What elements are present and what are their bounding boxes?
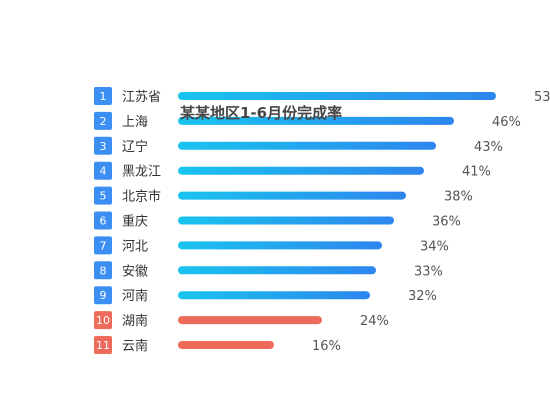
value-label: 32% <box>408 289 437 304</box>
rank-label: 9 <box>100 289 107 302</box>
rank-badge <box>94 136 112 155</box>
chart-row: 2 上海 46% <box>94 111 521 130</box>
bar <box>178 116 454 125</box>
rank-badge <box>94 87 112 105</box>
chart-row: 4 黑龙江 41% <box>94 161 491 180</box>
chart-rows: 1 江苏省 53% 2 上海 46% 3 辽宁 43% 4 黑龙江 41% 5 北京市 38% 6 重庆 36% 7… <box>94 87 550 354</box>
rank-badge <box>94 186 112 205</box>
chart-row: 3 辽宁 43% <box>94 136 503 155</box>
rank-label: 3 <box>100 140 107 153</box>
bar <box>178 266 376 275</box>
category-label: 云南 <box>122 338 148 354</box>
rank-label: 4 <box>100 165 107 178</box>
chart-title: 某某地区1-6月份完成率 <box>180 104 342 122</box>
rank-label: 6 <box>100 215 107 228</box>
category-label: 江苏省 <box>122 89 161 105</box>
bar <box>178 291 370 300</box>
category-label: 上海 <box>122 115 148 130</box>
rank-badge <box>94 161 112 180</box>
bar <box>178 216 394 225</box>
value-label: 16% <box>312 339 341 354</box>
category-label: 北京市 <box>122 189 161 205</box>
chart-row: 8 安徽 33% <box>94 261 443 280</box>
value-label: 38% <box>444 190 473 205</box>
category-label: 黑龙江 <box>122 165 161 180</box>
category-label: 湖南 <box>122 313 148 329</box>
value-label: 33% <box>414 264 443 279</box>
category-label: 重庆 <box>122 214 148 230</box>
rank-label: 10 <box>96 314 110 327</box>
value-label: 46% <box>492 115 521 130</box>
chart-row: 9 河南 32% <box>94 286 437 305</box>
chart-row: 10 湖南 24% <box>94 311 389 330</box>
rank-label: 2 <box>100 115 107 128</box>
rank-badge <box>94 286 112 305</box>
bar <box>178 141 436 150</box>
chart-row: 7 河北 34% <box>94 236 449 255</box>
rank-badge <box>94 336 112 354</box>
rank-badge <box>94 211 112 230</box>
value-label: 53% <box>534 90 550 105</box>
rank-label: 1 <box>100 90 107 103</box>
chart-row: 1 江苏省 53% <box>94 87 550 105</box>
rank-label: 11 <box>96 339 110 352</box>
value-label: 41% <box>462 165 491 180</box>
rank-badge <box>94 111 112 130</box>
rank-badge <box>94 311 112 330</box>
category-label: 河南 <box>122 288 148 304</box>
bar <box>178 92 496 100</box>
bar <box>178 191 406 200</box>
chart-row: 6 重庆 36% <box>94 211 461 230</box>
bar <box>178 316 322 325</box>
rank-label: 5 <box>100 190 107 203</box>
category-label: 安徽 <box>122 264 148 279</box>
chart-row: 11 云南 16% <box>94 336 341 354</box>
value-label: 43% <box>474 140 503 155</box>
value-label: 36% <box>432 215 461 230</box>
rank-badge <box>94 236 112 255</box>
category-label: 辽宁 <box>122 139 148 155</box>
rank-label: 7 <box>100 239 107 252</box>
bar <box>178 341 274 349</box>
category-label: 河北 <box>122 239 148 254</box>
chart-row: 5 北京市 38% <box>94 186 473 205</box>
rank-label: 8 <box>100 264 107 277</box>
bar <box>178 241 382 250</box>
rank-badge <box>94 261 112 280</box>
bar <box>178 166 424 175</box>
value-label: 34% <box>420 239 449 254</box>
value-label: 24% <box>360 314 389 329</box>
